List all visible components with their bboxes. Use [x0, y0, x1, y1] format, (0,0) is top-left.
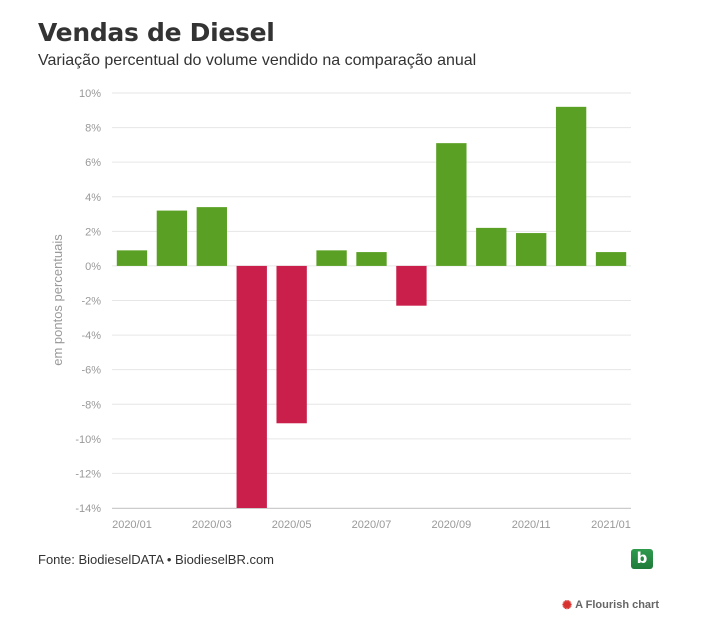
- chart-title: Vendas de Diesel: [38, 18, 275, 47]
- y-tick-label: 0%: [85, 261, 101, 273]
- x-tick-label: 2021/01: [591, 519, 631, 531]
- bar: [555, 106, 587, 266]
- y-tick-label: 10%: [79, 88, 101, 100]
- flourish-icon: ✺: [562, 598, 573, 612]
- bar: [356, 252, 387, 266]
- x-tick-label: 2020/07: [352, 519, 392, 531]
- x-tick-label: 2020/05: [272, 519, 312, 531]
- chart-subtitle: Variação percentual do volume vendido na…: [38, 52, 477, 69]
- bar: [516, 233, 547, 266]
- y-tick-label: 2%: [85, 226, 101, 238]
- bar: [595, 252, 627, 266]
- biodieselbr-logo[interactable]: b: [631, 549, 653, 569]
- y-tick-label: -4%: [81, 330, 101, 342]
- flourish-credit[interactable]: ✺ A Flourish chart: [562, 598, 659, 612]
- bar: [436, 143, 467, 266]
- source-note: Fonte: BiodieselDATA • BiodieselBR.com: [38, 552, 275, 567]
- y-tick-label: -10%: [75, 434, 101, 446]
- x-tick-label: 2020/03: [192, 519, 232, 531]
- x-tick-label: 2020/09: [431, 519, 471, 531]
- y-tick-label: 8%: [85, 123, 101, 135]
- y-tick-label: -12%: [75, 468, 101, 480]
- flourish-credit-label: A Flourish chart: [575, 599, 659, 611]
- x-tick-label: 2020/01: [112, 519, 152, 531]
- y-tick-label: 6%: [85, 157, 101, 169]
- bar: [156, 210, 188, 266]
- bar: [396, 265, 427, 306]
- y-tick-label: -2%: [81, 296, 101, 308]
- y-tick-label: 4%: [85, 192, 101, 204]
- y-axis-title: em pontos percentuais: [50, 234, 65, 366]
- y-tick-label: -14%: [75, 503, 101, 515]
- x-tick-label: 2020/11: [512, 519, 551, 531]
- bar: [236, 265, 267, 508]
- bar: [196, 207, 227, 266]
- bar: [476, 227, 507, 266]
- bar: [116, 250, 148, 266]
- bar: [276, 265, 307, 424]
- bar: [316, 250, 347, 266]
- y-tick-label: -8%: [81, 399, 101, 411]
- y-tick-label: -6%: [81, 365, 101, 377]
